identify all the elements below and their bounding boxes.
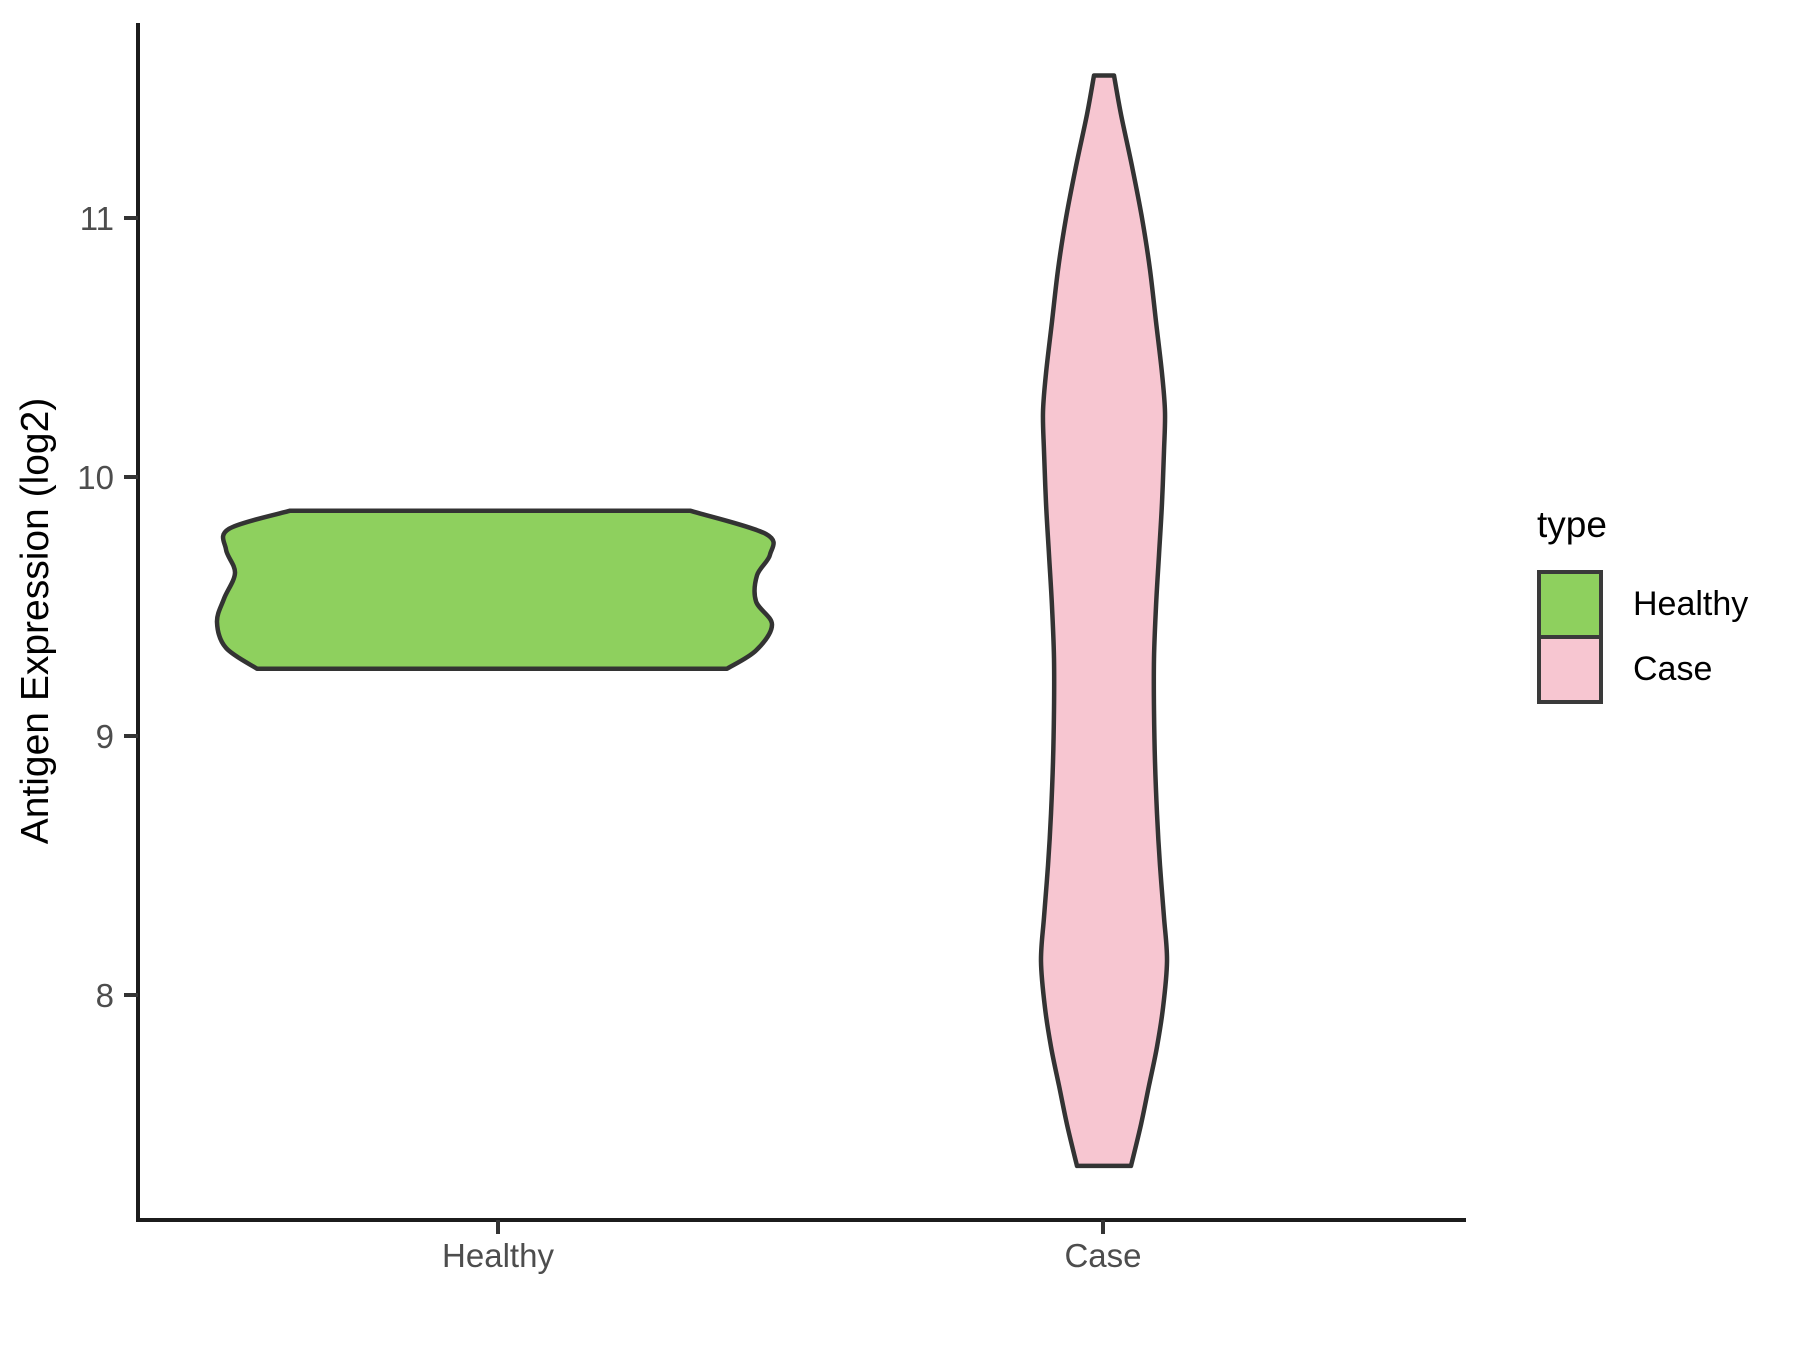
legend-title: type <box>1537 504 1607 545</box>
axes-layer: 11 10 9 8 Healthy Case <box>77 23 1466 1274</box>
legend-entry-healthy: Healthy <box>1537 570 1748 639</box>
legend-label-case: Case <box>1633 650 1713 688</box>
legend-key-case-swatch <box>1537 635 1603 704</box>
violins-layer <box>214 73 1170 1169</box>
violin-healthy <box>214 508 776 671</box>
x-category-label: Healthy <box>442 1237 554 1274</box>
legend-entry-case: Case <box>1537 635 1748 704</box>
y-axis-title: Antigen Expression (log2) <box>14 398 57 845</box>
violin-case <box>1038 73 1170 1169</box>
y-tick-label: 11 <box>80 200 114 237</box>
y-tick-label: 8 <box>96 977 114 1014</box>
y-tick-label: 10 <box>77 459 114 496</box>
legend: type Healthy Case <box>1537 504 1748 704</box>
y-tick-label: 9 <box>96 718 114 755</box>
legend-key-healthy-swatch <box>1537 570 1603 639</box>
legend-label-healthy: Healthy <box>1633 585 1749 623</box>
x-category-label: Case <box>1064 1237 1141 1274</box>
